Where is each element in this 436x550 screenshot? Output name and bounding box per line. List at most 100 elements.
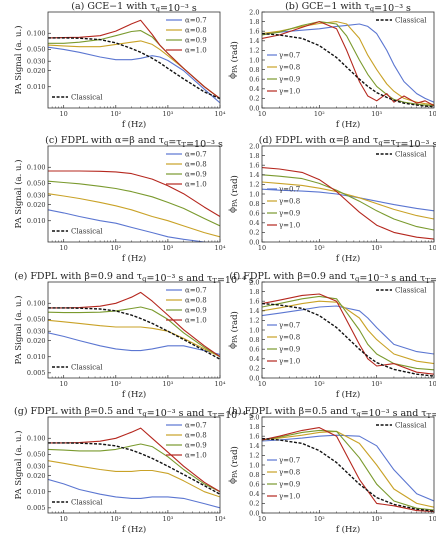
legend-label: γ=0.7	[279, 51, 300, 59]
series-line-c07	[262, 434, 434, 502]
legend-label-classical: Classical	[395, 16, 427, 24]
panel-title: (g) FDPL with β=0.5 and τq=10⁻³ s and τT…	[14, 406, 254, 421]
series-line-c09	[262, 295, 434, 371]
y-tick-label: 0.0	[249, 238, 259, 246]
y-tick-label: 0.030	[27, 463, 46, 471]
y-axis-label: PA Signal (a. u.)	[13, 25, 24, 94]
series-line-c09	[262, 174, 434, 231]
y-tick-label: 1.0	[249, 461, 259, 469]
y-tick-label: 0.100	[27, 435, 46, 443]
x-tick-label: 10³	[371, 380, 382, 388]
legend-label: α=1.0	[185, 46, 207, 54]
y-axis-label: ϕPA (rad)	[228, 41, 240, 79]
panel-g: (g) FDPL with β=0.5 and τq=10⁻³ s and τT…	[13, 406, 254, 535]
legend-label: γ=0.9	[279, 345, 300, 353]
y-tick-label: 2.0	[249, 8, 259, 16]
x-axis-label: f (Hz)	[336, 389, 360, 400]
plot-frame	[47, 145, 221, 243]
series-line-c08	[262, 181, 434, 220]
legend-label: α=0.8	[185, 160, 207, 168]
legend-label-classical: Classical	[71, 227, 103, 235]
series-group	[262, 21, 434, 108]
legend-label: α=0.8	[185, 26, 207, 34]
series-line-c07	[262, 305, 434, 355]
x-tick-label: 10⁴	[429, 110, 436, 118]
series-line-c10	[262, 427, 434, 513]
x-tick-label: 10²	[110, 515, 121, 523]
legend-label: α=0.9	[185, 170, 207, 178]
y-tick-label: 0.050	[27, 451, 46, 459]
series-line-c08	[48, 460, 220, 498]
panel-b: (b) GCE−1 with τq=10⁻³ s1010²10³10⁴0.00.…	[228, 1, 436, 130]
y-tick-label: 0.020	[27, 201, 46, 209]
y-tick-label: 0.010	[27, 488, 46, 496]
y-tick-label: 1.2	[249, 47, 259, 55]
x-tick-label: 10⁴	[215, 515, 226, 523]
x-tick-label: 10³	[371, 515, 382, 523]
legend-label-classical: Classical	[395, 286, 427, 294]
panel-f: (f) FDPL with β=0.9 and τq=10⁻³ s and τT…	[228, 271, 436, 400]
legend-label: γ=0.9	[279, 209, 300, 217]
x-tick-label: 10⁴	[429, 380, 436, 388]
legend-label: α=1.0	[185, 180, 207, 188]
panel-title: (h) FDPL with β=0.5 and τq=10⁻³ s and τT…	[228, 406, 436, 421]
y-tick-label: 0.050	[27, 316, 46, 324]
y-tick-label: 2.0	[249, 413, 259, 421]
legend-label: γ=0.9	[279, 480, 300, 488]
legend-label: α=0.7	[185, 421, 207, 429]
y-tick-label: 0.005	[27, 504, 46, 512]
series-line-c08	[262, 430, 434, 508]
series-line-c08	[48, 319, 220, 358]
x-tick-label: 10²	[314, 244, 325, 252]
legend-label: α=0.8	[185, 296, 207, 304]
series-line-c10	[262, 167, 434, 240]
panel-c: (c) FDPL with α=β and τq=τT=10⁻³ s 10 10² 1…	[13, 135, 226, 264]
x-tick-label: 10²	[314, 515, 325, 523]
series-line-c07	[48, 209, 212, 242]
series-line-classical	[48, 442, 220, 495]
series-line-c07	[262, 23, 434, 103]
series-line-classical	[48, 307, 220, 360]
y-axis-label: ϕPA (rad)	[228, 311, 240, 349]
y-axis-label: ϕPA (rad)	[228, 446, 240, 484]
legend-label: α=0.9	[185, 36, 207, 44]
x-tick-label: 10	[258, 515, 266, 523]
x-tick-label: 10	[60, 110, 68, 118]
legend-label: α=0.8	[185, 431, 207, 439]
series-line-c08	[48, 193, 220, 238]
legend-label-classical: Classical	[395, 150, 427, 158]
y-tick-label: 0.0	[249, 509, 259, 517]
y-tick-label: 2.0	[249, 142, 259, 150]
plot-frame	[47, 416, 221, 514]
series-group	[48, 170, 220, 242]
y-tick-label: 1.2	[249, 317, 259, 325]
y-tick-label: 1.0	[249, 326, 259, 334]
y-tick-label: 0.4	[249, 219, 259, 227]
panel-h: (h) FDPL with β=0.5 and τq=10⁻³ s and τT…	[228, 406, 436, 535]
legend-label: α=0.7	[185, 16, 207, 24]
y-tick-label: 0.100	[27, 300, 46, 308]
legend-label: α=1.0	[185, 451, 207, 459]
y-tick-label: 0.8	[249, 200, 259, 208]
legend-label: γ=0.7	[279, 321, 300, 329]
series-line-c10	[48, 170, 220, 217]
panel-title: (b) GCE−1 with τq=10⁻³ s	[285, 1, 411, 14]
y-tick-label: 1.6	[249, 28, 259, 36]
y-tick-label: 0.010	[27, 353, 46, 361]
y-tick-label: 0.0	[249, 374, 259, 382]
y-tick-label: 1.4	[249, 37, 259, 45]
legend-label: γ=0.8	[279, 468, 300, 476]
series-line-classical	[262, 302, 434, 377]
x-tick-label: 10²	[110, 244, 121, 252]
legend-label-classical: Classical	[395, 421, 427, 429]
legend-label: γ=1.0	[279, 221, 300, 229]
legend-label: γ=1.0	[279, 492, 300, 500]
panel-a: (a) GCE−1 with τq=10⁻³ s 10 10² 10³ 10⁴ 0.100…	[13, 1, 226, 130]
series-group	[262, 167, 434, 240]
y-tick-label: 0.050	[27, 46, 46, 54]
plot-frame	[47, 281, 221, 379]
y-tick-label: 1.8	[249, 18, 259, 26]
y-tick-label: 1.2	[249, 452, 259, 460]
x-axis-label: f (Hz)	[336, 119, 360, 130]
